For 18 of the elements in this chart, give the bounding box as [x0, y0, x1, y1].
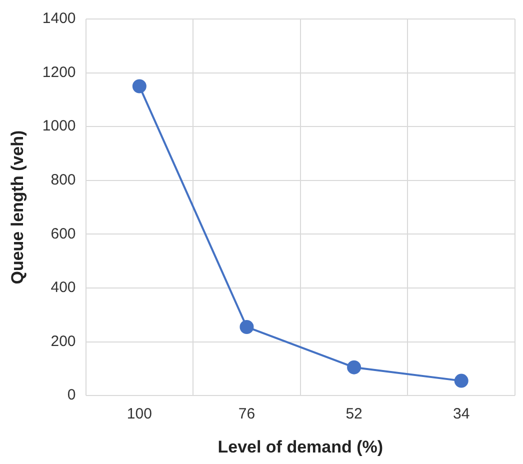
y-tick-label: 400 [50, 279, 76, 296]
x-tick-label: 100 [126, 406, 152, 423]
point [240, 320, 254, 334]
point [454, 374, 468, 388]
x-tick-label: 76 [238, 406, 256, 423]
y-tick-label: 1000 [42, 118, 76, 135]
x-tick-label: 52 [346, 406, 362, 423]
y-tick-label: 800 [50, 172, 76, 189]
y-axis-title: Queue length (veh) [8, 130, 27, 284]
point [347, 360, 362, 374]
point [132, 79, 146, 94]
y-tick-label: 1400 [42, 10, 76, 28]
x-axis-title: Level of demand (%) [218, 437, 384, 456]
y-tick-label: 0 [67, 386, 76, 404]
x-tick-label: 34 [453, 406, 470, 423]
y-tick-label: 1200 [42, 64, 76, 81]
y-tick-label: 200 [50, 332, 76, 350]
y-tick-label: 600 [50, 225, 76, 242]
